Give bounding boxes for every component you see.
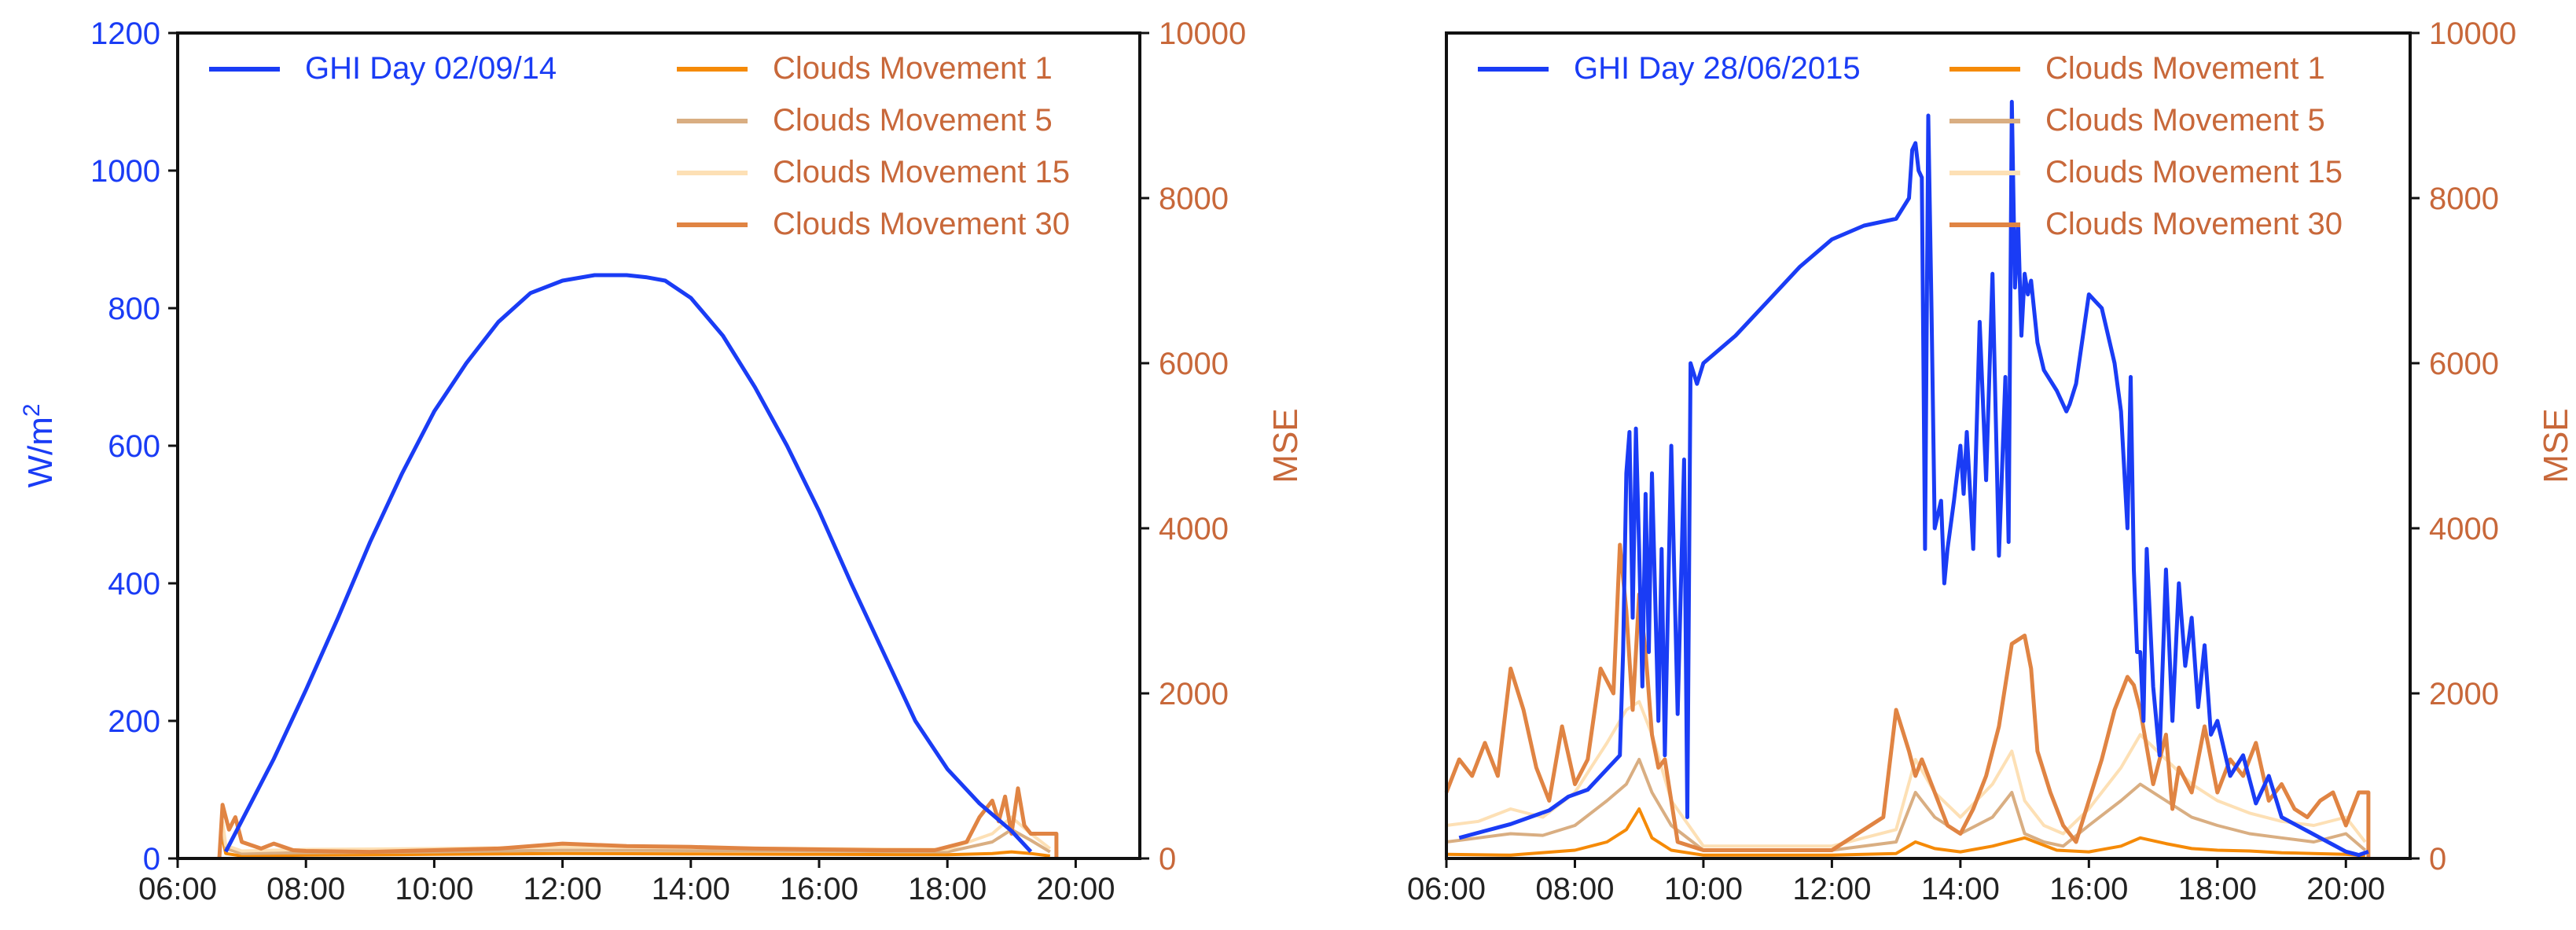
- series-line-clouds-movement-1-panel-2: [1446, 807, 2365, 858]
- y-right-tick-label: 10000: [2429, 17, 2516, 51]
- x-tick-label: 14:00: [652, 872, 730, 906]
- series-line-ghi-panel-1: [223, 273, 1033, 854]
- x-tick-label: 06:00: [138, 872, 217, 906]
- x-tick-label: 18:00: [2178, 872, 2257, 906]
- series-line-clouds-movement-3-panel-2: [1446, 700, 2367, 848]
- x-tick-label: 10:00: [395, 872, 473, 906]
- y-left-tick-label: 400: [108, 567, 160, 601]
- legend-label-clouds-movement-4: Clouds Movement 30: [2045, 207, 2343, 241]
- x-tick-label: 16:00: [780, 872, 858, 906]
- y-right-tick-label: 8000: [2429, 182, 2499, 216]
- legend-label-clouds-movement-3: Clouds Movement 15: [2045, 155, 2343, 189]
- y-right-tick-label: 2000: [1159, 677, 1229, 711]
- series-line-clouds-movement-4-panel-2: [1444, 542, 2371, 858]
- y-right-tick-label: 4000: [1159, 512, 1229, 546]
- y-left-tick-label: 800: [108, 292, 160, 326]
- y-left-tick-label: 1000: [90, 154, 160, 189]
- plot-frame-panel-2: [1445, 31, 2412, 860]
- legend-label-clouds-movement-2: Clouds Movement 5: [2045, 103, 2325, 138]
- legend-label-ghi: GHI Day 28/06/2015: [1574, 51, 1861, 86]
- y-right-tick-label: 4000: [2429, 512, 2499, 546]
- x-tick-label: 14:00: [1921, 872, 2000, 906]
- y-left-tick-label: 200: [108, 704, 160, 739]
- y-right-axis-label: MSE: [2537, 408, 2575, 483]
- y-right-tick-label: 0: [1159, 842, 1176, 877]
- y-right-axis-label: MSE: [1266, 408, 1305, 483]
- x-tick-label: 10:00: [1664, 872, 1743, 906]
- x-tick-label: 12:00: [1792, 872, 1871, 906]
- x-tick-label: 18:00: [908, 872, 987, 906]
- x-tick-label: 12:00: [524, 872, 602, 906]
- series-line-clouds-movement-4-panel-1: [217, 786, 1059, 859]
- x-tick-label: 20:00: [1036, 872, 1115, 906]
- legend-label-clouds-movement-3: Clouds Movement 15: [773, 155, 1070, 189]
- legend-label-clouds-movement-1: Clouds Movement 1: [773, 51, 1053, 86]
- series-line-clouds-movement-1-panel-1: [221, 837, 1051, 858]
- legend-label-clouds-movement-1: Clouds Movement 1: [2045, 51, 2325, 86]
- y-right-tick-label: 10000: [1159, 17, 1246, 51]
- legend-label-clouds-movement-2: Clouds Movement 5: [773, 103, 1053, 138]
- legend-label-clouds-movement-4: Clouds Movement 30: [773, 207, 1070, 241]
- y-left-axis-label: W/m2: [19, 403, 60, 487]
- y-left-tick-label: 0: [143, 842, 160, 877]
- legend-label-ghi: GHI Day 02/09/14: [305, 51, 557, 86]
- y-right-tick-label: 0: [2429, 842, 2446, 877]
- x-tick-label: 16:00: [2049, 872, 2128, 906]
- y-left-tick-label: 1200: [90, 17, 160, 51]
- x-tick-label: 08:00: [1535, 872, 1614, 906]
- series-line-clouds-movement-2-panel-2: [1446, 758, 2367, 852]
- x-tick-label: 20:00: [2306, 872, 2385, 906]
- y-right-tick-label: 2000: [2429, 677, 2499, 711]
- x-tick-label: 06:00: [1407, 872, 1486, 906]
- series-line-ghi-panel-2: [1458, 100, 2369, 858]
- y-left-tick-label: 600: [108, 429, 160, 464]
- y-right-tick-label: 6000: [2429, 347, 2499, 381]
- x-tick-label: 08:00: [266, 872, 345, 906]
- y-right-tick-label: 6000: [1159, 347, 1229, 381]
- y-right-tick-label: 8000: [1159, 182, 1229, 216]
